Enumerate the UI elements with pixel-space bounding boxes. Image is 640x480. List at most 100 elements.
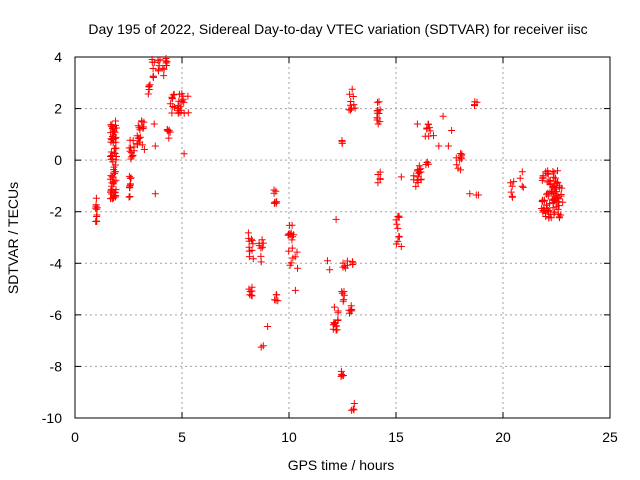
- data-point: [466, 190, 474, 198]
- data-point: [129, 137, 137, 145]
- data-point: [134, 122, 142, 130]
- data-point: [338, 139, 346, 147]
- data-point: [452, 154, 460, 162]
- data-point: [258, 236, 266, 244]
- data-point: [178, 97, 186, 105]
- data-point: [349, 405, 357, 413]
- data-point: [423, 158, 431, 166]
- data-point: [518, 168, 526, 176]
- data-point: [285, 230, 292, 238]
- y-tick-label: -6: [50, 307, 63, 323]
- data-point: [138, 118, 146, 126]
- data-point: [330, 303, 338, 311]
- data-point: [150, 120, 158, 128]
- data-point: [129, 152, 137, 160]
- data-point: [507, 179, 515, 187]
- data-point: [395, 212, 403, 220]
- data-point: [112, 117, 119, 125]
- data-point: [426, 127, 434, 135]
- data-point: [392, 216, 400, 224]
- data-point: [151, 190, 159, 198]
- data-points: [91, 55, 567, 414]
- data-point: [257, 252, 265, 260]
- data-point: [109, 124, 117, 132]
- data-point: [424, 120, 432, 128]
- y-axis-label: SDTVAR / TECUs: [5, 182, 21, 294]
- data-point: [326, 266, 334, 274]
- data-point: [333, 326, 341, 334]
- data-point: [111, 188, 119, 196]
- data-point: [549, 173, 557, 181]
- data-point: [421, 132, 429, 140]
- data-point: [426, 124, 434, 132]
- y-tick-label: -4: [50, 255, 63, 271]
- data-point: [550, 169, 558, 177]
- data-point: [145, 82, 153, 90]
- data-point: [544, 189, 552, 197]
- x-tick-label: 15: [388, 429, 404, 445]
- grid-lines: [75, 57, 610, 418]
- x-tick-label: 5: [178, 429, 186, 445]
- data-point: [539, 196, 546, 204]
- y-axis: -10 -8 -6 -4 -2 0 2 4: [42, 49, 610, 426]
- data-point: [140, 146, 148, 153]
- data-point: [550, 196, 558, 204]
- data-point: [286, 261, 294, 269]
- data-point: [177, 109, 185, 117]
- data-point: [155, 62, 163, 70]
- data-point: [127, 174, 135, 182]
- data-point: [394, 237, 402, 245]
- data-point: [106, 175, 114, 183]
- data-point: [151, 142, 159, 150]
- data-point: [348, 85, 356, 93]
- data-point: [176, 103, 184, 111]
- data-point: [397, 243, 405, 250]
- data-point: [134, 134, 142, 142]
- data-point: [374, 114, 381, 122]
- data-point: [136, 138, 144, 146]
- data-point: [160, 72, 168, 80]
- data-point: [334, 316, 342, 324]
- data-point: [109, 180, 117, 188]
- data-point: [110, 194, 118, 202]
- data-point: [111, 150, 119, 157]
- data-point: [549, 204, 557, 212]
- data-point: [125, 193, 133, 201]
- data-point: [294, 264, 301, 272]
- y-tick-label: 4: [54, 49, 62, 65]
- data-point: [293, 248, 301, 256]
- data-point: [551, 189, 559, 197]
- plot-frame: [74, 56, 611, 419]
- data-point: [126, 184, 134, 192]
- data-point: [258, 243, 266, 251]
- data-point: [288, 244, 296, 252]
- data-point: [338, 288, 346, 296]
- data-point: [413, 120, 421, 128]
- data-point: [93, 213, 101, 220]
- data-point: [288, 221, 296, 229]
- data-point: [544, 167, 552, 175]
- data-point: [110, 149, 118, 157]
- data-point: [348, 105, 355, 113]
- data-point: [444, 142, 452, 150]
- data-point: [453, 161, 461, 169]
- data-point: [273, 291, 281, 299]
- data-point: [180, 150, 188, 158]
- x-tick-label: 25: [602, 429, 618, 445]
- data-point: [169, 94, 177, 102]
- data-point: [156, 56, 164, 64]
- data-point: [448, 127, 456, 134]
- data-point: [289, 254, 297, 262]
- data-point: [270, 189, 278, 197]
- data-point: [329, 321, 337, 329]
- data-point: [555, 213, 563, 221]
- data-point: [127, 144, 134, 152]
- data-point: [559, 198, 567, 206]
- data-point: [394, 224, 402, 232]
- data-point: [519, 183, 527, 191]
- data-point: [554, 205, 562, 213]
- data-point: [351, 104, 359, 112]
- data-point: [374, 179, 382, 187]
- data-point: [179, 92, 187, 100]
